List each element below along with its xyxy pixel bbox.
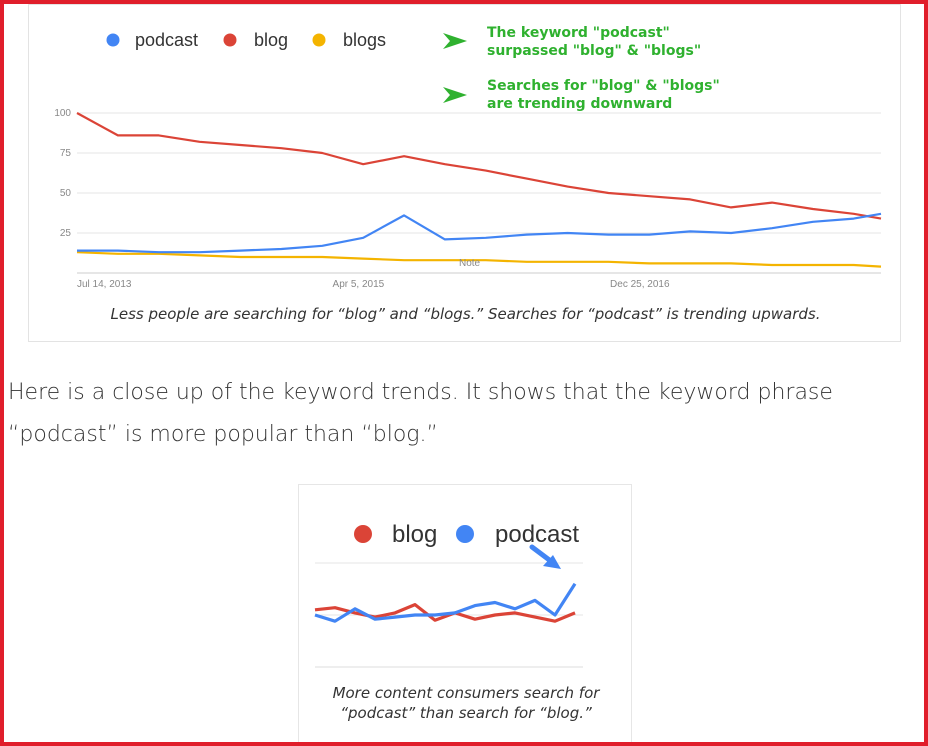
legend-blogs-label: blogs xyxy=(343,30,386,50)
annotation-1-line-1: The keyword "podcast" xyxy=(487,25,670,41)
y-tick-label: 50 xyxy=(60,188,72,199)
y-tick-label: 100 xyxy=(54,108,71,119)
y-axis-ticks: 100 75 50 25 xyxy=(54,108,71,239)
closeup-caption-line-1: More content consumers search for xyxy=(332,684,600,702)
trends-chart: podcast blog blogs The keyword "podcast"… xyxy=(54,25,882,290)
series-line-blog xyxy=(76,112,882,220)
chart-gridlines xyxy=(77,112,881,274)
y-tick-label: 25 xyxy=(60,228,72,239)
series-line-blog xyxy=(314,602,576,623)
legend-blog-dot xyxy=(354,525,372,543)
legend-podcast-dot xyxy=(456,525,474,543)
series-line-blogs xyxy=(76,251,882,268)
y-tick-label: 75 xyxy=(60,148,72,159)
paragraph-line-2: “podcast” is more popular than “blog.” xyxy=(8,422,438,447)
legend-podcast-label: podcast xyxy=(495,521,579,548)
annotation-2-line-1: Searches for "blog" & "blogs" xyxy=(487,78,720,94)
trends-card: podcast blog blogs The keyword "podcast"… xyxy=(28,4,901,342)
chart-caption: Less people are searching for “blog” and… xyxy=(110,305,821,323)
legend-blog-label: blog xyxy=(392,521,437,548)
paragraph-line-1: Here is a close up of the keyword trends… xyxy=(8,380,833,405)
closeup-series xyxy=(314,582,577,623)
series-line-podcast xyxy=(314,582,577,623)
x-tick-label: Jul 14, 2013 xyxy=(77,279,132,290)
annotation-arrow-1-icon xyxy=(443,33,467,49)
body-paragraph: Here is a close up of the keyword trends… xyxy=(8,372,908,456)
legend-podcast-label: podcast xyxy=(135,30,198,50)
closeup-card: blog podcast More content consumers sear… xyxy=(298,484,632,746)
x-axis-ticks: Jul 14, 2013 Apr 5, 2015 Dec 25, 2016 xyxy=(77,279,670,290)
note-label: Note xyxy=(459,258,481,269)
closeup-chart: blog podcast xyxy=(314,521,583,668)
chart-legend: podcast blog blogs xyxy=(106,30,386,50)
series-line-podcast xyxy=(77,212,882,254)
annotation-2-line-2: are trending downward xyxy=(487,96,672,112)
closeup-arrow-icon xyxy=(529,544,561,569)
chart-series xyxy=(76,112,882,268)
legend-blog-dot xyxy=(223,33,237,47)
closeup-caption: More content consumers search for “podca… xyxy=(299,683,633,723)
x-tick-label: Dec 25, 2016 xyxy=(610,279,670,290)
legend-podcast-dot xyxy=(106,33,120,47)
x-tick-label: Apr 5, 2015 xyxy=(333,279,385,290)
legend-blog-label: blog xyxy=(254,30,288,50)
closeup-caption-line-2: “podcast” than search for “blog.” xyxy=(340,704,592,722)
annotation-1-line-2: surpassed "blog" & "blogs" xyxy=(487,43,701,59)
legend-blogs-dot xyxy=(312,33,326,47)
annotation-arrow-2-icon xyxy=(443,87,467,103)
